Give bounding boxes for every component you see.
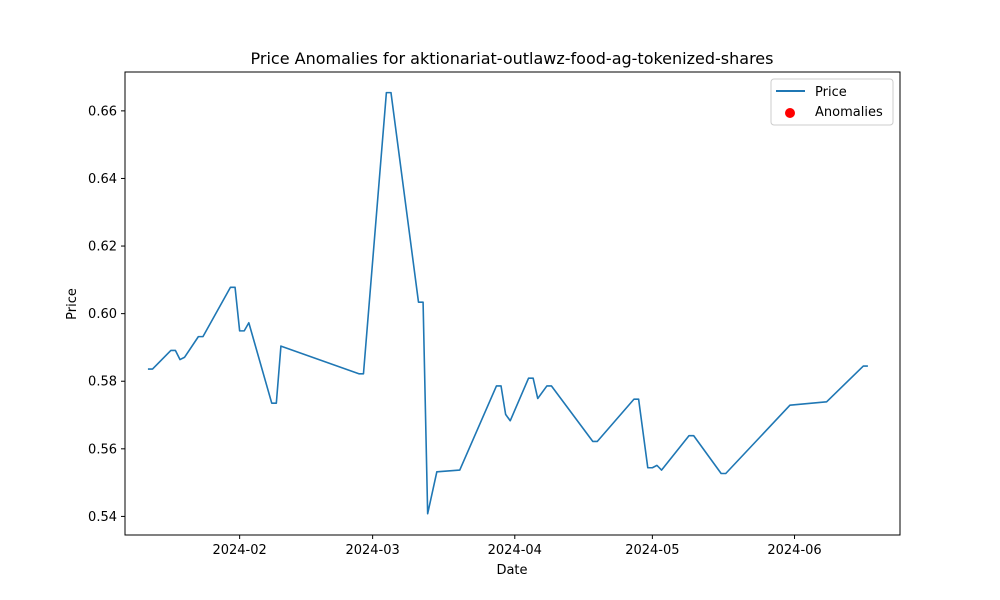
price-series-line — [147, 91, 868, 515]
y-axis-ticks: 0.54 0.56 0.58 0.60 0.62 0.64 0.66 — [88, 104, 125, 525]
y-tick-label: 0.54 — [88, 510, 117, 525]
series-layer — [147, 91, 868, 515]
y-tick-label: 0.56 — [88, 442, 117, 457]
y-tick-label: 0.58 — [88, 375, 117, 390]
legend-price-label: Price — [815, 85, 847, 100]
axes-frame — [124, 71, 901, 536]
x-tick-label: 2024-03 — [345, 543, 399, 558]
y-tick-label: 0.60 — [88, 307, 117, 322]
plot-area: 2024-02 2024-03 2024-04 2024-05 2024-06 0.54… — [88, 71, 901, 558]
y-tick-label: 0.64 — [88, 172, 117, 187]
x-axis-ticks: 2024-02 2024-03 2024-04 2024-05 2024-06 — [212, 535, 822, 558]
legend: Price Anomalies — [770, 78, 894, 126]
x-tick-label: 2024-05 — [625, 543, 679, 558]
legend-anomalies-swatch — [785, 108, 795, 118]
x-tick-label: 2024-06 — [767, 543, 821, 558]
legend-anomalies-label: Anomalies — [815, 105, 883, 120]
y-tick-label: 0.66 — [88, 104, 117, 119]
x-tick-label: 2024-02 — [212, 543, 266, 558]
y-tick-label: 0.62 — [88, 240, 117, 255]
y-axis-label: Price — [65, 288, 80, 320]
chart-title: Price Anomalies for aktionariat-outlawz-… — [251, 49, 774, 68]
x-tick-label: 2024-04 — [488, 543, 542, 558]
x-axis-label: Date — [496, 563, 527, 578]
